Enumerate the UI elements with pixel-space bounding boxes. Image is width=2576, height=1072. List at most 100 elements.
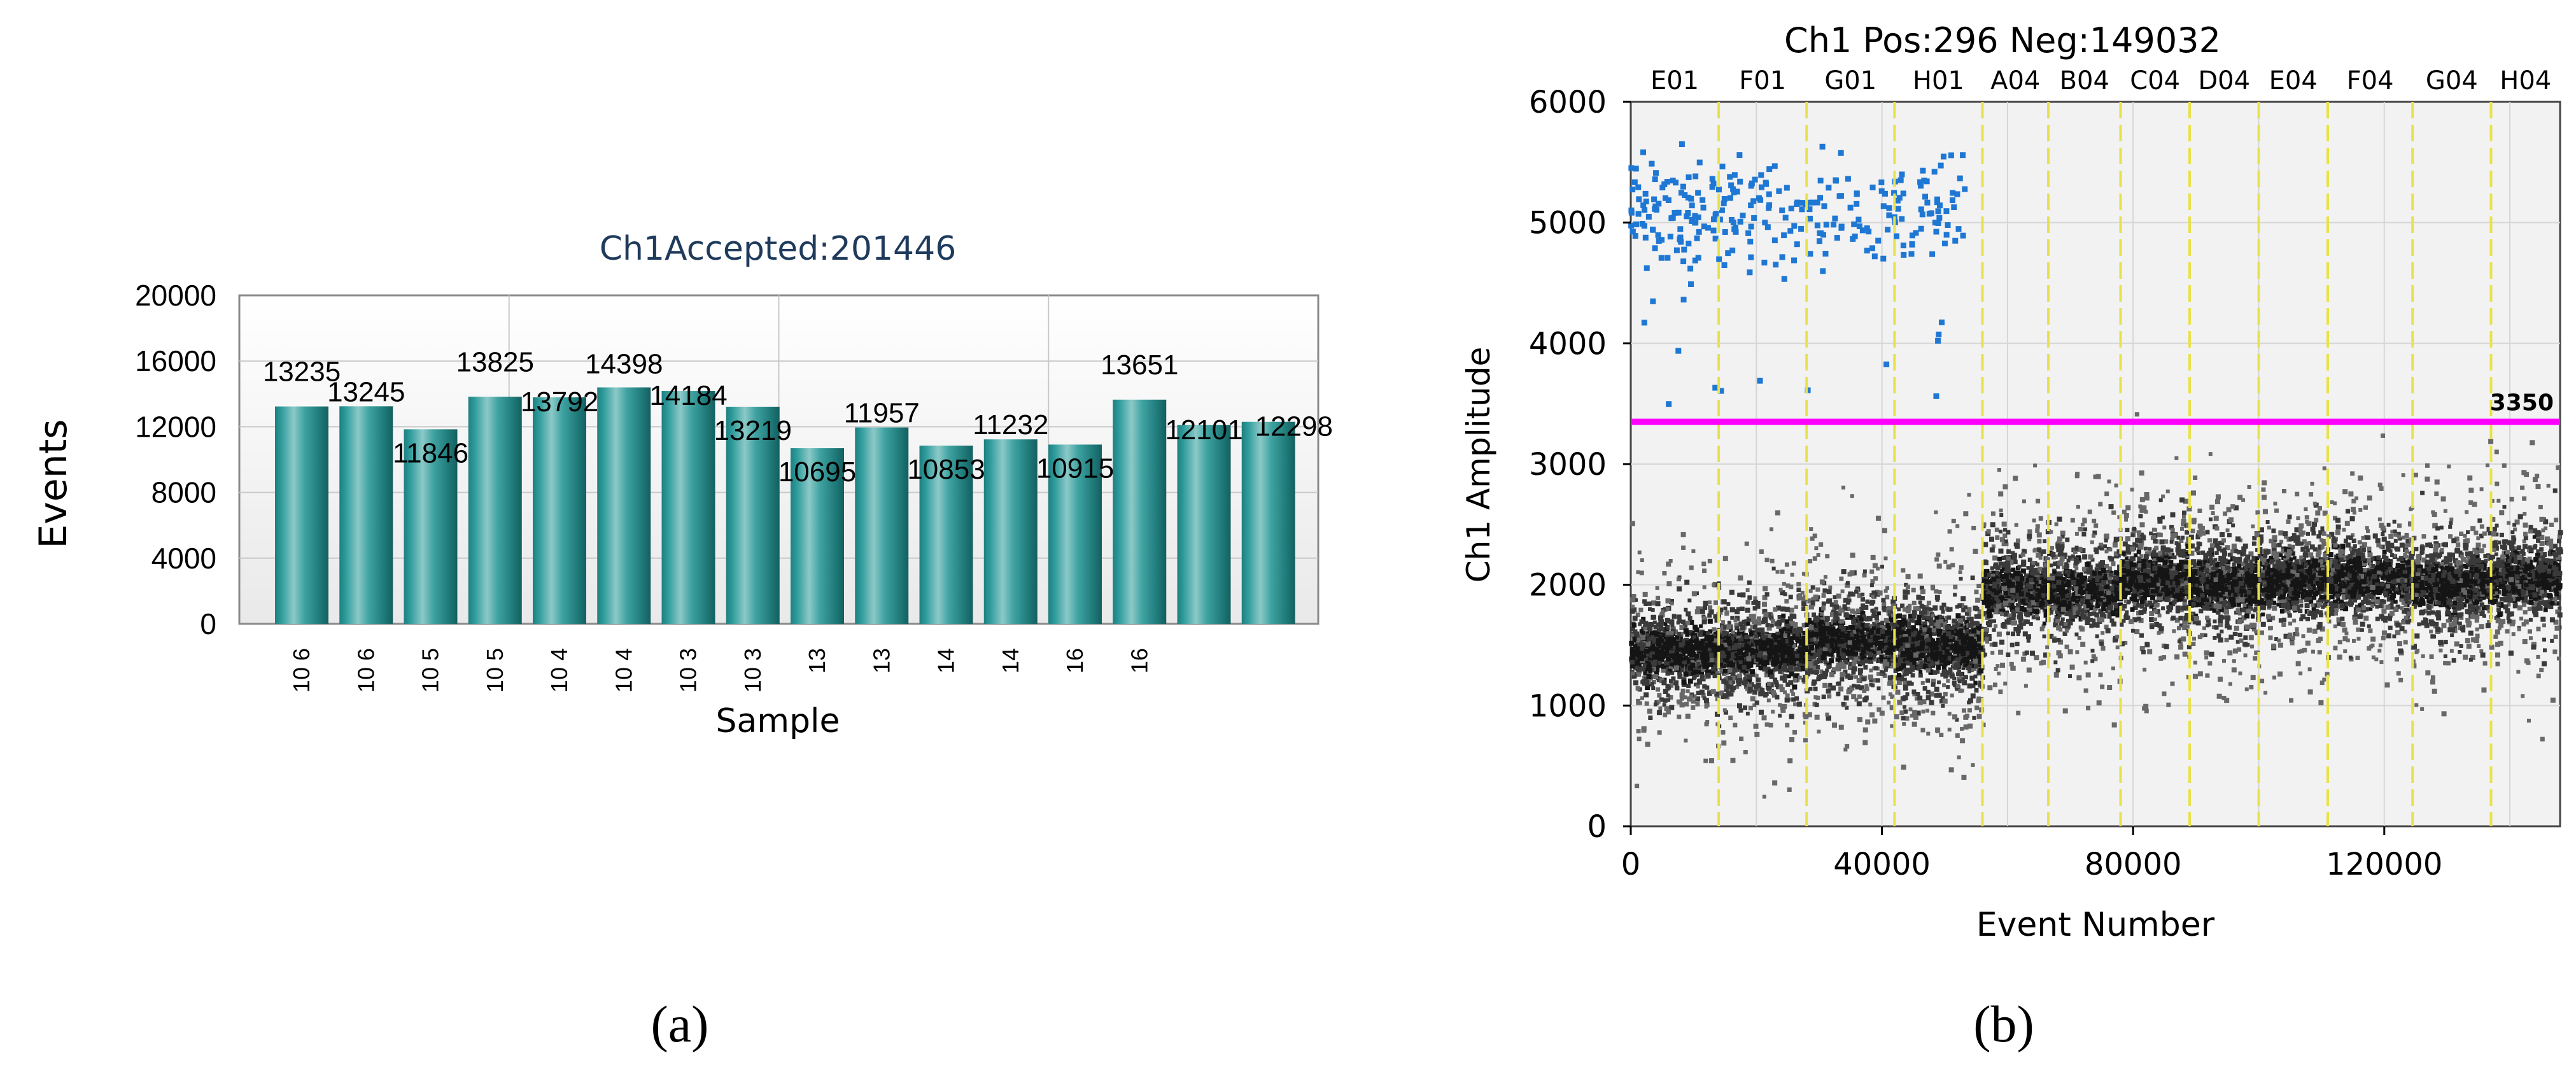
negative-droplet: [1820, 616, 1826, 621]
negative-droplet: [1744, 643, 1750, 649]
negative-droplet: [1896, 644, 1901, 648]
negative-droplet: [1931, 710, 1936, 716]
negative-droplet: [1880, 644, 1884, 649]
negative-droplet: [1888, 631, 1893, 636]
negative-droplet: [1967, 493, 1971, 497]
negative-droplet: [1904, 668, 1910, 674]
negative-droplet: [1801, 623, 1806, 628]
negative-droplet: [1658, 654, 1663, 659]
negative-droplet: [1840, 626, 1846, 632]
negative-droplet: [1743, 750, 1748, 755]
negative-droplet: [1874, 626, 1878, 631]
negative-droplet: [1728, 680, 1733, 685]
bar-category-label: 10 5: [418, 648, 444, 693]
negative-droplet: [1944, 649, 1950, 655]
negative-droplet: [1873, 576, 1878, 581]
negative-droplet: [1938, 589, 1942, 594]
bar-category-label: 10 3: [740, 648, 766, 693]
negative-droplet: [1787, 616, 1793, 622]
negative-droplet: [1840, 647, 1844, 652]
negative-droplet: [1738, 575, 1743, 581]
negative-droplet: [1915, 636, 1920, 641]
negative-droplet: [1936, 637, 1940, 642]
negative-droplet: [1780, 569, 1785, 574]
negative-droplet: [1927, 607, 1931, 611]
negative-droplet: [1841, 663, 1847, 669]
negative-droplet: [1899, 645, 1904, 651]
negative-droplet: [1719, 631, 1725, 637]
negative-droplet: [1964, 612, 1969, 616]
negative-droplet: [1641, 727, 1647, 733]
negative-droplet: [1840, 619, 1845, 624]
negative-droplet: [1971, 526, 1976, 531]
bar-category-label: 13: [804, 648, 830, 674]
negative-droplet: [1843, 607, 1848, 611]
negative-droplet: [1942, 666, 1946, 671]
negative-droplet: [1960, 596, 1966, 602]
negative-droplet: [1905, 649, 1910, 654]
negative-droplet: [1952, 624, 1957, 629]
negative-droplet: [1889, 705, 1895, 710]
negative-droplet: [1850, 608, 1855, 614]
negative-droplet: [1903, 695, 1908, 701]
negative-droplet: [1642, 591, 1648, 597]
negative-droplet: [1872, 621, 1876, 626]
negative-droplet: [1964, 657, 1969, 662]
negative-droplet: [1730, 616, 1735, 620]
negative-droplet: [1992, 555, 1998, 561]
negative-droplet: [1924, 664, 1928, 668]
negative-droplet: [1742, 665, 1747, 670]
negative-droplet: [1901, 637, 1906, 642]
negative-droplet: [1883, 668, 1888, 672]
negative-droplet: [1751, 601, 1756, 605]
negative-droplet: [1646, 622, 1650, 626]
negative-droplet: [1939, 733, 1944, 738]
negative-droplet: [1745, 687, 1749, 691]
negative-droplet: [1665, 671, 1670, 676]
negative-droplet: [1801, 606, 1806, 611]
negative-droplet: [1989, 642, 1994, 647]
negative-droplet: [1942, 698, 1948, 704]
negative-droplet: [1934, 557, 1939, 562]
negative-droplet: [1927, 628, 1932, 632]
negative-droplet: [1777, 614, 1782, 619]
negative-droplet: [1679, 702, 1685, 708]
negative-droplet: [1682, 623, 1687, 628]
negative-droplet: [1971, 763, 1975, 767]
negative-droplet: [1976, 698, 1981, 703]
negative-droplet: [1820, 654, 1826, 660]
negative-droplet: [1644, 658, 1650, 664]
negative-droplet: [1856, 678, 1862, 684]
negative-droplet: [1788, 637, 1794, 643]
negative-droplet: [1967, 700, 1971, 705]
negative-droplet: [1890, 635, 1896, 641]
bar-category-label: 14: [997, 648, 1024, 674]
negative-droplet: [1668, 665, 1673, 670]
negative-droplet: [1871, 610, 1876, 615]
bar: [983, 439, 1038, 624]
negative-droplet: [1756, 600, 1761, 605]
negative-droplet: [1887, 606, 1892, 611]
negative-droplet: [1665, 598, 1670, 603]
negative-droplet: [1752, 631, 1756, 636]
negative-droplet: [2006, 556, 2011, 561]
scatter-chart-title: Ch1 Pos:296 Neg:149032: [1784, 20, 2221, 60]
negative-droplet: [1687, 671, 1693, 677]
negative-droplet: [1879, 710, 1885, 716]
negative-droplet: [1845, 705, 1849, 710]
negative-droplet: [1632, 616, 1638, 621]
negative-droplet: [1843, 633, 1848, 638]
negative-droplet: [1799, 656, 1804, 661]
negative-droplet: [1915, 621, 1920, 625]
negative-droplet: [1949, 673, 1955, 679]
negative-droplet: [1721, 599, 1727, 605]
negative-droplet: [1787, 758, 1793, 764]
negative-droplet: [1780, 617, 1785, 623]
negative-droplet: [1875, 635, 1880, 640]
bar-value-label: 13651: [1101, 349, 1178, 381]
negative-droplet: [2036, 532, 2042, 538]
negative-droplet: [1848, 614, 1852, 619]
negative-droplet: [1694, 672, 1700, 677]
negative-droplet: [1747, 686, 1753, 692]
negative-droplet: [1729, 647, 1735, 652]
